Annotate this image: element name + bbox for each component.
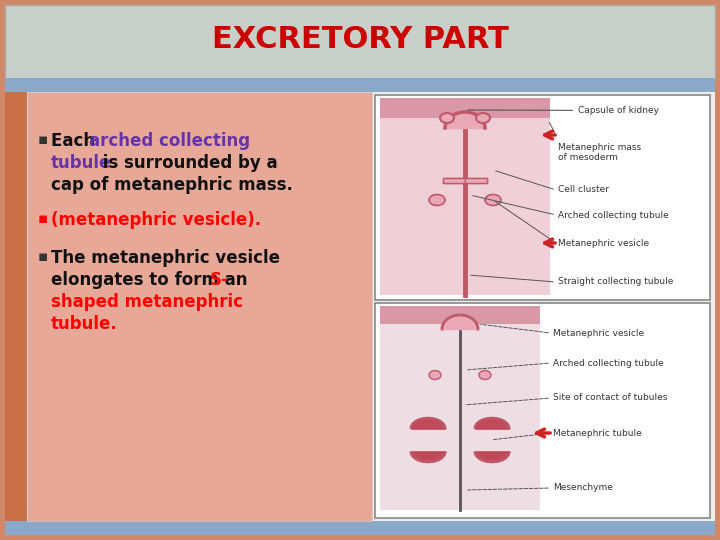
FancyBboxPatch shape (380, 98, 550, 118)
Text: The metanephric vesicle: The metanephric vesicle (51, 249, 280, 267)
Text: Capsule of kidney: Capsule of kidney (468, 106, 659, 115)
Text: (metanephric vesicle).: (metanephric vesicle). (51, 211, 261, 229)
Text: ▪: ▪ (38, 249, 48, 264)
FancyBboxPatch shape (5, 78, 715, 92)
FancyBboxPatch shape (5, 5, 715, 80)
FancyArrow shape (443, 178, 465, 183)
FancyBboxPatch shape (27, 92, 372, 521)
Ellipse shape (479, 370, 491, 380)
FancyArrow shape (465, 178, 487, 183)
Text: Each: Each (51, 132, 101, 150)
Text: Metanephric vesicle: Metanephric vesicle (553, 328, 644, 338)
FancyBboxPatch shape (5, 5, 715, 535)
Text: Metanephric mass
of mesoderm: Metanephric mass of mesoderm (558, 143, 641, 163)
FancyBboxPatch shape (375, 95, 710, 300)
Text: S-: S- (210, 271, 229, 289)
Text: EXCRETORY PART: EXCRETORY PART (212, 25, 508, 55)
Ellipse shape (485, 194, 501, 206)
Text: tubule.: tubule. (51, 315, 118, 333)
Text: arched collecting: arched collecting (89, 132, 250, 150)
FancyBboxPatch shape (380, 100, 550, 295)
FancyBboxPatch shape (380, 308, 540, 510)
Text: Metanephric vesicle: Metanephric vesicle (558, 239, 649, 247)
Text: Metanephric tubule: Metanephric tubule (553, 429, 642, 437)
Text: cap of metanephric mass.: cap of metanephric mass. (51, 176, 293, 194)
Text: Arched collecting tubule: Arched collecting tubule (553, 359, 664, 368)
Text: shaped metanephric: shaped metanephric (51, 293, 243, 311)
Text: Straight collecting tubule: Straight collecting tubule (558, 278, 673, 287)
FancyArrow shape (465, 178, 487, 183)
FancyBboxPatch shape (5, 92, 27, 521)
Text: elongates to form an: elongates to form an (51, 271, 253, 289)
FancyBboxPatch shape (375, 303, 710, 518)
FancyArrow shape (443, 178, 465, 183)
Text: Mesenchyme: Mesenchyme (553, 483, 613, 492)
FancyBboxPatch shape (5, 521, 715, 535)
Ellipse shape (429, 370, 441, 380)
Text: Cell cluster: Cell cluster (558, 186, 609, 194)
FancyBboxPatch shape (380, 306, 540, 324)
Text: is surrounded by a: is surrounded by a (97, 154, 278, 172)
Text: ▪: ▪ (38, 132, 48, 147)
Text: tubule: tubule (51, 154, 112, 172)
Ellipse shape (440, 113, 454, 123)
Text: Arched collecting tubule: Arched collecting tubule (558, 211, 669, 219)
Text: Site of contact of tubules: Site of contact of tubules (553, 394, 667, 402)
Ellipse shape (476, 113, 490, 123)
Ellipse shape (429, 194, 445, 206)
Text: ▪: ▪ (38, 211, 48, 226)
